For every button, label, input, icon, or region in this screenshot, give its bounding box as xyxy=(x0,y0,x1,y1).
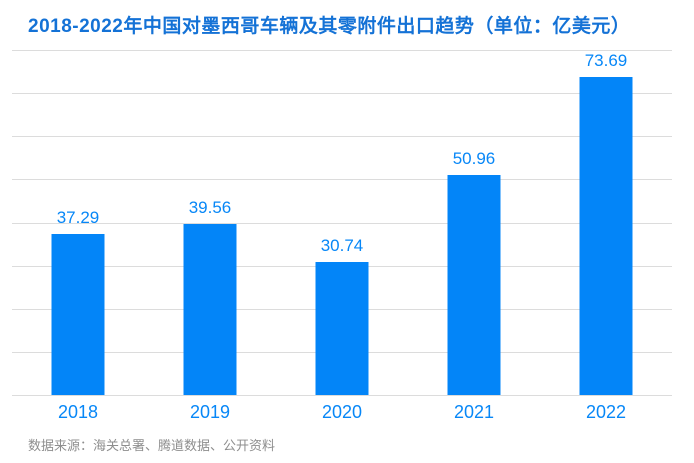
source-note: 数据来源：海关总署、腾道数据、公开资料 xyxy=(28,438,276,453)
chart-title: 2018-2022年中国对墨西哥车辆及其零附件出口趋势（单位：亿美元） xyxy=(28,16,631,37)
bar-2021 xyxy=(447,175,501,395)
bar-slot-2021: 50.96 xyxy=(408,50,540,395)
x-tick-label-2022: 2022 xyxy=(585,402,627,422)
x-tick-label-2018: 2018 xyxy=(57,402,99,422)
bar-2019 xyxy=(183,224,237,395)
value-label-2018: 37.29 xyxy=(56,208,100,228)
gridline xyxy=(12,136,672,138)
bar-2022 xyxy=(579,77,633,395)
plot-area: 37.29 39.56 30.74 50.96 73.69 xyxy=(12,50,672,396)
gridline xyxy=(12,179,672,181)
x-tick-label-2021: 2021 xyxy=(453,402,495,422)
gridline xyxy=(12,93,672,95)
value-label-2019: 39.56 xyxy=(188,198,232,218)
gridline xyxy=(12,50,672,51)
gridline xyxy=(12,222,672,224)
bar-slot-2019: 39.56 xyxy=(144,50,276,395)
bar-2020 xyxy=(315,262,369,395)
x-axis: 2018 2019 2020 2021 2022 xyxy=(12,402,672,424)
x-tick-label-2020: 2020 xyxy=(321,402,363,422)
bar-slot-2022: 73.69 xyxy=(540,50,672,395)
gridline xyxy=(12,395,672,396)
bar-2018 xyxy=(51,234,105,395)
bar-slot-2020: 30.74 xyxy=(276,50,408,395)
value-label-2022: 73.69 xyxy=(584,51,628,71)
x-tick-label-2019: 2019 xyxy=(189,402,231,422)
bar-slot-2018: 37.29 xyxy=(12,50,144,395)
value-label-2020: 30.74 xyxy=(320,236,364,256)
value-label-2021: 50.96 xyxy=(452,149,496,169)
